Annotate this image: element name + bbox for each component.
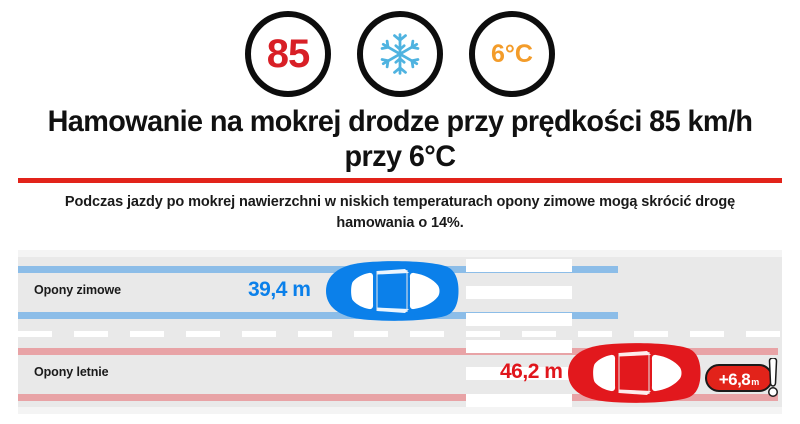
difference-pill: +6,8 m (705, 364, 773, 392)
page-title: Hamowanie na mokrej drodze przy prędkośc… (47, 105, 753, 174)
temperature-value: 6°C (491, 39, 533, 68)
winter-car-icon (321, 258, 461, 324)
temperature-badge: 6°C (469, 11, 555, 97)
winter-distance-value: 39,4 m (248, 278, 311, 301)
title-divider (18, 178, 782, 183)
subtitle-text: Podczas jazdy po mokrej nawierzchni w ni… (64, 194, 736, 232)
road-scene: Opony zimowe 39,4 m (18, 250, 782, 414)
winter-lane-stripe-bottom (18, 312, 618, 319)
summer-lane-label: Opony letnie (34, 365, 109, 379)
snowflake-badge (357, 11, 443, 97)
winter-lane-stripe-top (18, 266, 618, 273)
summer-lane-stripe-top (18, 348, 778, 355)
road-edge-bottom (18, 407, 782, 414)
crossing-stripe (466, 286, 572, 299)
crossing-stripe (466, 367, 572, 380)
crossing-stripe (466, 340, 572, 353)
snowflake-icon (377, 31, 423, 77)
road-edge-top (18, 250, 782, 257)
summer-lane-stripe-bottom (18, 394, 778, 401)
difference-value: +6,8 (718, 370, 751, 389)
road-center-dashes (18, 331, 782, 337)
crossing-stripe (466, 259, 572, 272)
summer-distance-value: 46,2 m (500, 360, 563, 383)
speed-limit-badge: 85 (245, 11, 331, 97)
difference-unit: m (751, 377, 760, 387)
badge-row: 85 (0, 8, 800, 100)
exclamation-icon (764, 358, 782, 398)
speed-limit-value: 85 (266, 32, 310, 76)
crossing-stripe (466, 394, 572, 407)
winter-lane-label: Opony zimowe (34, 283, 122, 297)
pedestrian-crossing (466, 250, 572, 414)
summer-car-icon (563, 340, 703, 406)
difference-badge: +6,8 m (705, 358, 782, 398)
crossing-stripe (466, 313, 572, 326)
